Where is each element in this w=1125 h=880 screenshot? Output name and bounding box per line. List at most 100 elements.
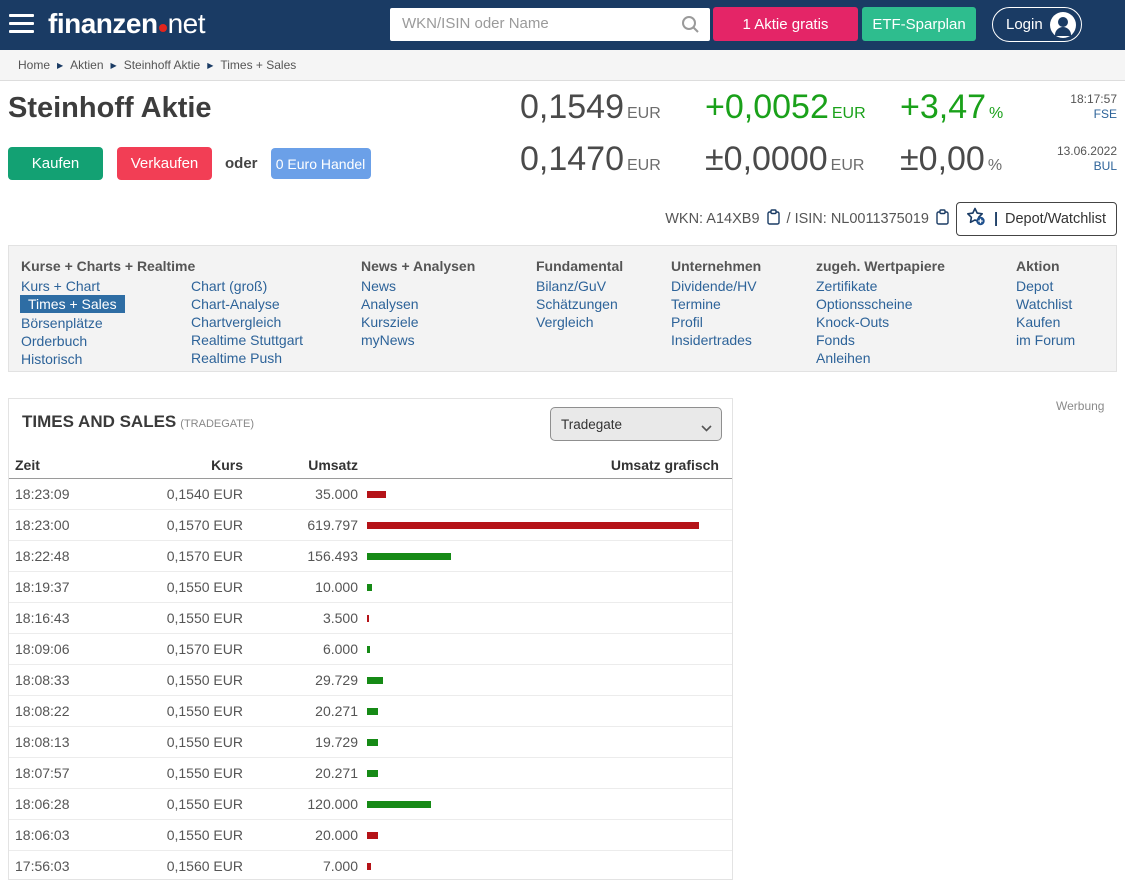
exchange-link[interactable]: BUL [1093,159,1117,173]
hamburger-menu-icon[interactable] [9,14,34,35]
volume-bar [367,552,451,560]
nav-link[interactable]: Realtime Stuttgart [191,332,304,348]
table-row: 18:23:09 0,1540 EUR 35.000 [9,479,732,510]
cell-umsatz: 156.493 [307,548,358,564]
nav-link[interactable]: Vergleich [536,314,594,330]
table-header-row: Zeit Kurs Umsatz Umsatz grafisch [9,455,732,479]
table-row: 18:08:13 0,1550 EUR 19.729 [9,727,732,758]
table-row: 18:22:48 0,1570 EUR 156.493 [9,541,732,572]
zero-euro-handel-button[interactable]: 0 Euro Handel [270,148,371,179]
nav-link[interactable]: Chart (groß) [191,278,268,294]
volume-bar [367,583,372,591]
breadcrumb-item[interactable]: Times + Sales [220,58,297,72]
nav-link[interactable]: Zertifikate [816,278,878,294]
nav-link[interactable]: Kurs + Chart [21,278,100,294]
cell-umsatz-grafisch [358,490,732,498]
exchange-select[interactable]: Tradegate [550,407,722,441]
cell-zeit: 17:56:03 [15,858,70,874]
exchange-link[interactable]: FSE [1093,107,1117,121]
nav-link[interactable]: Optionsscheine [816,296,913,312]
nav-link[interactable]: Kursziele [361,314,419,330]
cell-kurs: 0,1570 EUR [166,548,243,564]
search-icon[interactable] [681,15,700,39]
table-row: 18:23:00 0,1570 EUR 619.797 [9,510,732,541]
nav-link[interactable]: Chartvergleich [191,314,282,330]
quote-price: 0,1549 EUR [520,88,661,127]
change-pct-value: ±0,00 [900,140,985,178]
change-value: ±0,0000 [705,140,828,178]
trade-actions: Kaufen Verkaufen oder 0 Euro Handel [8,147,371,180]
nav-link[interactable]: Chart-Analyse [191,296,280,312]
aktie-gratis-button[interactable]: 1 Aktie gratis [713,7,858,41]
nav-link[interactable]: Knock-Outs [816,314,890,330]
volume-bar [367,800,431,808]
cell-zeit: 18:08:13 [15,734,70,750]
copy-isin-icon[interactable] [936,209,949,229]
nav-link[interactable]: Analysen [361,296,419,312]
site-logo[interactable]: finanzen net [48,8,206,40]
nav-link[interactable]: Fonds [816,332,855,348]
nav-link[interactable]: myNews [361,332,415,348]
cell-umsatz-grafisch [358,800,732,808]
cell-umsatz: 10.000 [315,579,358,595]
nav-link[interactable]: im Forum [1016,332,1076,348]
nav-link[interactable]: Bilanz/GuV [536,278,607,294]
quote-meta: 18:17:57 FSE [1070,92,1117,122]
nav-link[interactable]: Termine [671,296,721,312]
quote-row-primary: 0,1549 EUR +0,0052 EUR +3,47 % 18:17:57 … [500,88,1117,134]
search-input[interactable] [390,8,666,39]
nav-link[interactable]: Kaufen [1016,314,1061,330]
secondary-nav: Kurse + Charts + Realtime Kurs + Chart Tim… [8,245,1117,372]
nav-link[interactable]: News [361,278,397,294]
cell-zeit: 18:09:06 [15,641,70,657]
cell-umsatz: 3.500 [322,610,358,626]
quote-row-secondary: 0,1470 EUR ±0,0000 EUR ±0,00 % 13.06.202… [500,140,1117,186]
breadcrumb-item[interactable]: Aktien [70,58,104,72]
nav-column: News + Analysen News Analysen Kursziele myNe… [361,258,536,371]
price-value: 0,1470 [520,140,624,178]
user-icon [1049,11,1076,38]
nav-link[interactable]: Times + Sales [20,295,125,313]
kaufen-button[interactable]: Kaufen [8,147,103,180]
nav-column-header: zugeh. Wertpapiere [816,258,945,274]
nav-link[interactable]: Historisch [21,351,83,367]
cell-kurs: 0,1570 EUR [166,641,243,657]
nav-column: Unternehmen Dividende/HV Termine Profil Insi… [671,258,816,371]
breadcrumb-item[interactable]: Steinhoff Aktie [123,58,201,72]
quote-block: 0,1549 EUR +0,0052 EUR +3,47 % 18:17:57 … [500,88,1117,188]
table-row: 18:19:37 0,1550 EUR 10.000 [9,572,732,603]
nav-link[interactable]: Dividende/HV [671,278,757,294]
nav-link[interactable]: Realtime Push [191,350,283,366]
login-button[interactable]: Login [992,7,1082,42]
logo-text-light: net [167,8,206,39]
nav-column-header: Kurse + Charts + Realtime [21,258,196,274]
nav-link[interactable]: Profil [671,314,703,330]
copy-wkn-icon[interactable] [766,209,780,229]
nav-link[interactable]: Anleihen [816,350,871,366]
change-value: +0,0052 [705,88,829,126]
nav-column: Aktion Depot Watchlist Kaufen im Forum [1016,258,1116,371]
cell-zeit: 18:19:37 [15,579,70,595]
nav-link[interactable]: Watchlist [1016,296,1073,312]
divider: | [993,211,998,227]
nav-link[interactable]: Orderbuch [21,333,88,349]
nav-link[interactable]: Insidertrades [671,332,752,348]
cell-zeit: 18:06:03 [15,827,70,843]
nav-link[interactable]: Börsenplätze [21,315,103,331]
cell-kurs: 0,1550 EUR [166,579,243,595]
nav-link[interactable]: Schätzungen [536,296,618,312]
table-row: 17:56:03 0,1560 EUR 7.000 [9,851,732,880]
table-body: 18:23:09 0,1540 EUR 35.000 18:23:00 0,1570 E… [9,479,732,880]
nav-column: Kurse + Charts + Realtime Kurs + Chart Tim… [20,258,361,371]
col-header-umsatz: Umsatz [308,456,358,473]
times-sales-table: Zeit Kurs Umsatz Umsatz grafisch 18:23:0… [9,455,732,880]
volume-bar [367,490,386,498]
etf-sparplan-button[interactable]: ETF-Sparplan [862,7,976,41]
depot-watchlist-button[interactable]: | Depot/Watchlist [955,202,1117,236]
breadcrumb-item[interactable]: Home [18,58,51,72]
nav-link[interactable]: Depot [1016,278,1054,294]
ad-label: Werbung [1056,399,1105,413]
verkaufen-button[interactable]: Verkaufen [117,147,212,180]
table-row: 18:06:03 0,1550 EUR 20.000 [9,820,732,851]
